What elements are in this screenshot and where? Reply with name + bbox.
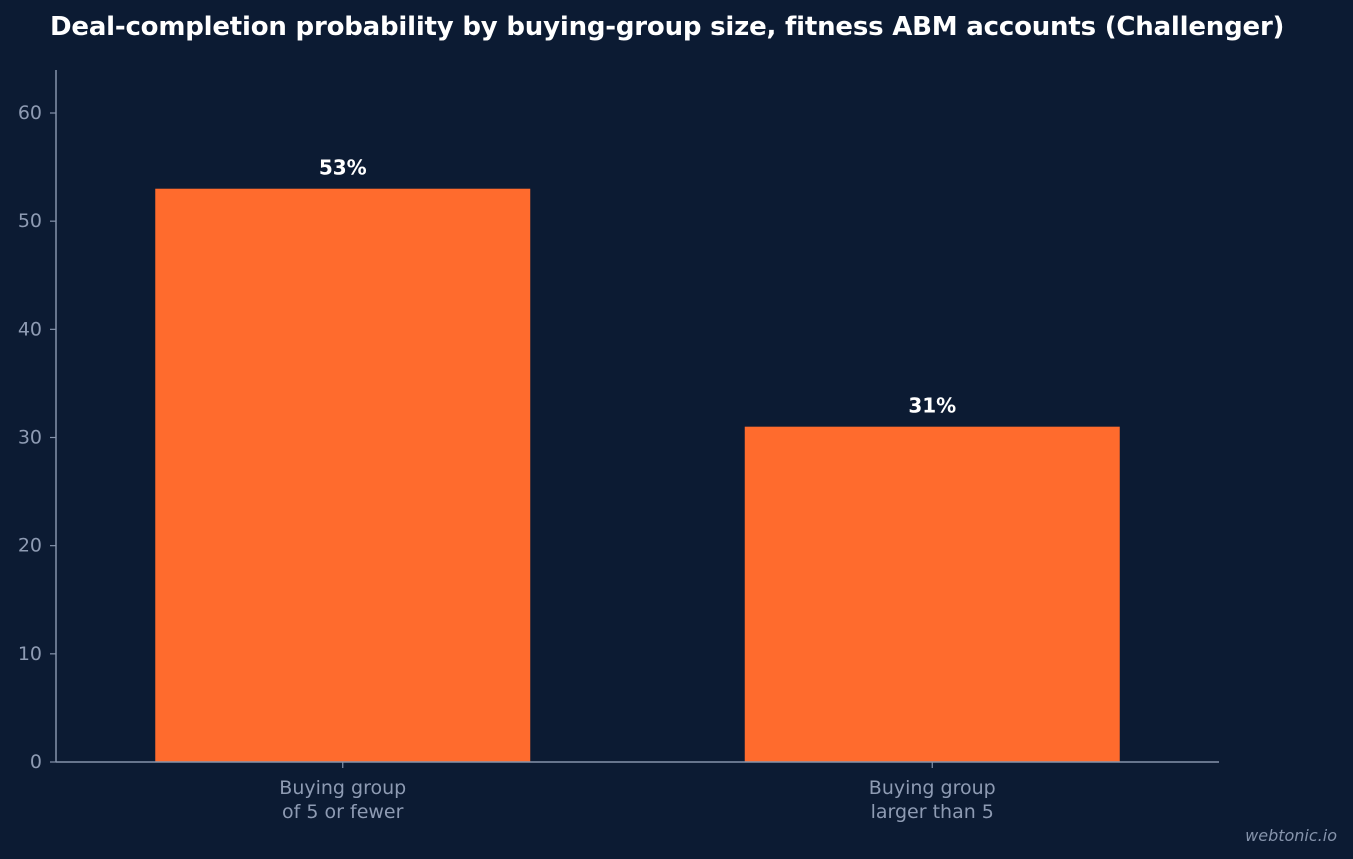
bar [744,426,1120,762]
bar [155,188,531,762]
x-tick-label: Buying group larger than 5 [869,777,996,823]
credit-watermark: webtonic.io [1245,826,1337,845]
chart-title: Deal-completion probability by buying-gr… [50,12,1285,42]
bar-value-label: 53% [319,156,367,180]
y-tick-label: 20 [18,535,42,557]
y-tick-label: 40 [18,318,42,340]
y-tick-label: 60 [18,102,42,124]
y-tick-label: 0 [30,751,42,773]
x-tick-label: Buying group of 5 or fewer [279,777,406,823]
bar-value-label: 31% [908,394,956,418]
y-tick-label: 10 [18,643,42,665]
y-tick-label: 30 [18,427,42,449]
x-axis-ticks: Buying group of 5 or fewer Buying group lar… [279,762,996,823]
bars: 53% 31% [155,156,1120,762]
y-tick-label: 50 [18,210,42,232]
y-axis-ticks: 0 10 20 30 40 50 60 [18,102,56,773]
